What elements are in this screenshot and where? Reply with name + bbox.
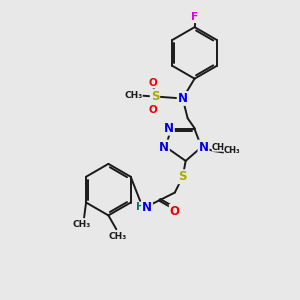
Text: S: S	[178, 170, 187, 183]
Text: O: O	[148, 78, 157, 88]
Text: H: H	[136, 202, 145, 212]
Text: N: N	[199, 140, 208, 154]
Text: N: N	[178, 92, 188, 105]
Text: O: O	[148, 105, 157, 116]
Text: CH₃: CH₃	[108, 232, 126, 241]
Text: S: S	[151, 90, 159, 103]
Text: N: N	[159, 140, 169, 154]
Text: N: N	[142, 201, 152, 214]
Text: CH₃: CH₃	[124, 91, 142, 100]
Text: F: F	[191, 12, 198, 22]
Text: CH₃: CH₃	[224, 146, 241, 155]
Text: N: N	[164, 122, 174, 135]
Text: CH₃: CH₃	[73, 220, 91, 229]
Text: CH₂: CH₂	[212, 142, 229, 152]
Text: O: O	[170, 205, 180, 218]
